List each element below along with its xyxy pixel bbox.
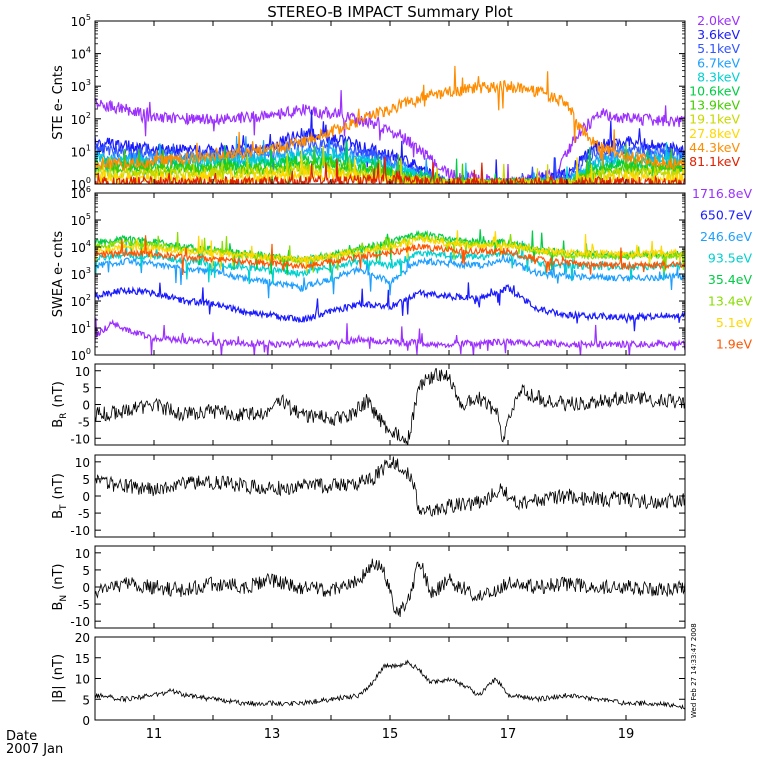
ste-series-line bbox=[95, 90, 685, 184]
y-tick-label: -5 bbox=[78, 415, 90, 429]
bn-ylabel: BN(nT) bbox=[51, 564, 69, 611]
x-axis-labels: 11 13 15 17 19 bbox=[146, 727, 635, 742]
x-tick-label: 13 bbox=[264, 727, 281, 742]
y-tick-label: -10 bbox=[70, 615, 90, 629]
legend-entry: 8.3keV bbox=[697, 69, 740, 84]
y-tick-label: 105 bbox=[71, 13, 91, 29]
x-tick-label: 19 bbox=[618, 727, 635, 742]
date-value: 2007 Jan bbox=[6, 742, 63, 757]
y-tick-label: 102 bbox=[71, 293, 91, 309]
bmag-ylabel: |B|(nT) bbox=[51, 654, 66, 703]
plot-title: STEREO-B IMPACT Summary Plot bbox=[267, 3, 513, 21]
legend-entry: 13.9keV bbox=[689, 98, 740, 113]
swea-series-line bbox=[95, 282, 685, 332]
br-series bbox=[95, 368, 685, 445]
timestamp: Wed Feb 27 14:33:47 2008 bbox=[690, 623, 698, 718]
y-tick-label: 10 bbox=[75, 365, 90, 379]
x-tick-label: 17 bbox=[500, 727, 517, 742]
date-label: Date bbox=[6, 729, 37, 744]
bmag-series-line bbox=[95, 659, 685, 710]
legend-entry: 93.5eV bbox=[708, 251, 753, 266]
legend-entry: 19.1keV bbox=[689, 112, 740, 127]
y-tick-label: 0 bbox=[82, 490, 90, 504]
y-tick-label: 103 bbox=[71, 266, 91, 282]
y-tick-label: -5 bbox=[78, 598, 90, 612]
y-tick-label: 105 bbox=[71, 212, 91, 228]
legend-entry: 13.4eV bbox=[708, 294, 753, 309]
y-tick-label: 0 bbox=[82, 399, 90, 413]
legend-entry: 44.3keV bbox=[689, 140, 740, 155]
legend-entry: 27.8keV bbox=[689, 126, 740, 141]
swea-series-line bbox=[95, 239, 685, 285]
legend-entry: 5.1eV bbox=[716, 315, 753, 330]
swea-series bbox=[95, 229, 685, 355]
y-tick-label: 10 bbox=[75, 547, 90, 561]
y-tick-label: 0 bbox=[82, 714, 90, 728]
bmag-series bbox=[95, 659, 685, 710]
y-tick-label: 5 bbox=[82, 693, 90, 707]
bmag-frame bbox=[94, 636, 686, 721]
legend-entry: 1716.8eV bbox=[692, 186, 752, 201]
legend-entry: 246.6eV bbox=[700, 229, 752, 244]
ste-series-line bbox=[95, 65, 685, 172]
y-tick-label: 106 bbox=[71, 185, 91, 201]
panel-swea: 100 101 102 103 104 105 106 SWEA e- cnts bbox=[51, 185, 686, 363]
legend-entry: 35.4eV bbox=[708, 272, 753, 287]
legend-entry: 1.9eV bbox=[716, 337, 753, 352]
y-tick-label: 20 bbox=[75, 631, 90, 645]
br-ylabel: BR(nT) bbox=[51, 381, 69, 428]
legend-entry: 650.7eV bbox=[700, 208, 752, 223]
y-tick-label: -10 bbox=[70, 432, 90, 446]
bt-series-line bbox=[95, 456, 685, 517]
x-tick-label: 15 bbox=[382, 727, 399, 742]
ste-series-line bbox=[95, 156, 685, 184]
panel-ste: 100 101 102 103 104 105 STE e- Cnts bbox=[51, 13, 686, 192]
y-tick-label: 15 bbox=[75, 652, 90, 666]
bt-series bbox=[95, 456, 685, 517]
legend-entry: 5.1keV bbox=[697, 41, 740, 56]
y-tick-label: -10 bbox=[70, 524, 90, 538]
y-tick-label: 101 bbox=[71, 320, 91, 336]
y-tick-label: 10 bbox=[75, 673, 90, 687]
bn-series-line bbox=[95, 558, 685, 618]
y-tick-label: 101 bbox=[71, 143, 91, 159]
y-tick-label: 100 bbox=[71, 347, 91, 363]
y-tick-label: -5 bbox=[78, 507, 90, 521]
y-tick-label: 104 bbox=[71, 239, 91, 255]
y-tick-label: 10 bbox=[75, 456, 90, 470]
swea-series-line bbox=[95, 317, 685, 355]
y-tick-label: 100 bbox=[71, 176, 91, 192]
y-tick-label: 102 bbox=[71, 111, 91, 127]
bt-frame bbox=[94, 454, 686, 538]
legend-entry: 6.7keV bbox=[697, 55, 740, 70]
swea-ylabel: SWEA e- cnts bbox=[51, 231, 66, 318]
y-tick-label: 5 bbox=[82, 382, 90, 396]
y-tick-label: 104 bbox=[71, 46, 91, 62]
legend-entry: 2.0keV bbox=[697, 13, 740, 28]
swea-series-line bbox=[95, 235, 685, 275]
y-tick-label: 0 bbox=[82, 581, 90, 595]
ste-series bbox=[95, 65, 685, 184]
y-tick-label: 5 bbox=[82, 564, 90, 578]
panel-bmag: 20 15 10 5 0 |B|(nT) bbox=[51, 631, 686, 728]
x-tick-label: 11 bbox=[146, 727, 163, 742]
y-tick-label: 103 bbox=[71, 78, 91, 94]
swea-series-line bbox=[95, 252, 685, 299]
bt-ylabel: BT(nT) bbox=[51, 473, 69, 519]
swea-series-line bbox=[95, 230, 685, 274]
ste-ylabel: STE e- Cnts bbox=[51, 65, 66, 140]
legend-entry: 81.1keV bbox=[689, 154, 740, 169]
y-tick-label: 5 bbox=[82, 473, 90, 487]
br-series-line bbox=[95, 368, 685, 445]
legend-entry: 3.6keV bbox=[697, 27, 740, 42]
legend-entry: 10.6keV bbox=[689, 84, 740, 99]
bn-series bbox=[95, 558, 685, 618]
legends: 2.0keV3.6keV5.1keV6.7keV8.3keV10.6keV13.… bbox=[689, 13, 752, 352]
